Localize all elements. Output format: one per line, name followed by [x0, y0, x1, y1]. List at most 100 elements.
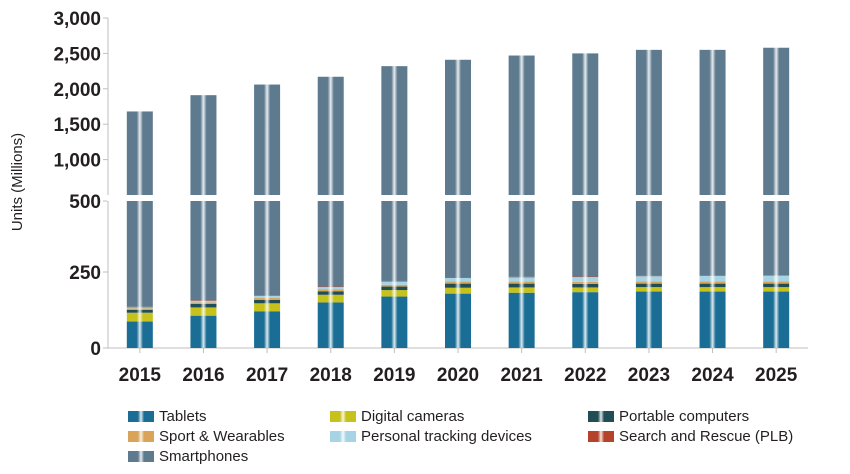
- legend-swatch: [128, 451, 154, 462]
- bar-segment-portable-computers: [126, 309, 153, 313]
- bar-segment-tablets: [381, 296, 408, 348]
- legend-item-smartphones: Smartphones: [128, 448, 248, 465]
- x-tick-label: 2023: [628, 365, 670, 386]
- bar-stack-2024: [698, 49, 727, 348]
- bar-segment-smartphones: [381, 66, 408, 281]
- legend-item-personal-tracking-devices: Personal tracking devices: [330, 428, 532, 445]
- bar-segment-sport-wearables: [699, 281, 726, 284]
- axis-break-gap: [634, 195, 663, 201]
- bar-segment-tablets: [572, 292, 599, 348]
- legend-label: Tablets: [159, 408, 207, 425]
- axis-break-gap: [316, 195, 345, 201]
- y-tick-label: 2,000: [53, 80, 101, 101]
- bar-segment-portable-computers: [254, 299, 281, 304]
- bar-segment-search-and-rescue-plb-: [763, 275, 790, 276]
- bar-segment-tablets: [317, 302, 344, 348]
- bar-segment-personal-tracking-devices: [126, 307, 153, 309]
- bar-segment-sport-wearables: [317, 289, 344, 292]
- legend-item-portable-computers: Portable computers: [588, 408, 749, 425]
- bar-stack-2020: [444, 59, 472, 348]
- bar-segment-search-and-rescue-plb-: [126, 306, 153, 308]
- legend-label: Portable computers: [619, 408, 749, 425]
- x-tick-label: 2016: [182, 365, 224, 386]
- bar-segment-sport-wearables: [381, 284, 408, 287]
- bar-segment-search-and-rescue-plb-: [317, 286, 344, 288]
- bar-segment-search-and-rescue-plb-: [508, 276, 535, 278]
- legend-label: Sport & Wearables: [159, 428, 285, 445]
- bar-segment-digital-cameras: [254, 303, 281, 312]
- x-tick-label: 2022: [564, 365, 606, 386]
- legend-swatch: [330, 431, 356, 442]
- bar-stack-2017: [253, 84, 282, 348]
- bar-segment-portable-computers: [381, 286, 408, 291]
- y-axis-label: Units (Millions): [9, 133, 26, 231]
- legend-item-digital-cameras: Digital cameras: [330, 408, 464, 425]
- x-tick-label: 2021: [500, 365, 543, 386]
- legend-item-sport-wearables: Sport & Wearables: [128, 428, 285, 445]
- bar-segment-personal-tracking-devices: [445, 277, 471, 282]
- y-tick-label: 0: [90, 339, 101, 360]
- bar-segment-smartphones: [317, 76, 344, 287]
- y-tick-label: 1,500: [53, 115, 101, 136]
- bar-segment-sport-wearables: [445, 281, 471, 284]
- legend-swatch: [588, 431, 614, 442]
- bar-segment-sport-wearables: [126, 308, 153, 310]
- bar-segment-search-and-rescue-plb-: [445, 277, 471, 278]
- axis-break-gap: [444, 195, 472, 201]
- bar-segment-search-and-rescue-plb-: [572, 276, 599, 278]
- bar-segment-search-and-rescue-plb-: [381, 280, 408, 282]
- bar-segment-smartphones: [126, 111, 153, 307]
- bar-segment-search-and-rescue-plb-: [254, 295, 281, 296]
- bar-segment-digital-cameras: [635, 287, 662, 292]
- bar-segment-personal-tracking-devices: [508, 277, 535, 282]
- legend-label: Personal tracking devices: [361, 428, 532, 445]
- bar-stack-2016: [189, 95, 218, 348]
- bar-segment-tablets: [699, 291, 726, 348]
- bar-segment-smartphones: [635, 49, 662, 276]
- bar-segment-digital-cameras: [763, 287, 790, 292]
- axis-break-gap: [762, 195, 791, 201]
- bar-segment-digital-cameras: [445, 287, 471, 294]
- bar-segment-digital-cameras: [381, 290, 408, 297]
- bar-segment-search-and-rescue-plb-: [190, 300, 217, 301]
- bar-segment-portable-computers: [572, 283, 599, 288]
- bar-segment-digital-cameras: [190, 307, 217, 316]
- legend-item-tablets: Tablets: [128, 408, 207, 425]
- bar-segment-personal-tracking-devices: [190, 300, 217, 303]
- bar-segment-tablets: [445, 293, 471, 348]
- bar-segment-search-and-rescue-plb-: [699, 275, 726, 276]
- bar-segment-portable-computers: [190, 303, 217, 308]
- axis-break-gap: [507, 195, 536, 201]
- legend-swatch: [128, 431, 154, 442]
- y-tick-label: 2,500: [53, 44, 101, 65]
- bar-segment-portable-computers: [445, 283, 471, 288]
- bar-segment-personal-tracking-devices: [381, 281, 408, 285]
- bar-segment-smartphones: [445, 59, 471, 278]
- bar-segment-digital-cameras: [699, 287, 726, 292]
- bar-segment-portable-computers: [763, 283, 790, 288]
- bar-stack-2015: [125, 111, 154, 348]
- x-tick-label: 2020: [437, 365, 479, 386]
- bar-segment-personal-tracking-devices: [572, 276, 599, 282]
- x-tick-label: 2019: [373, 365, 415, 386]
- bar-segment-sport-wearables: [572, 281, 599, 284]
- bar-stack-2023: [634, 49, 663, 348]
- bar-segment-sport-wearables: [635, 281, 662, 284]
- bar-stack-2021: [507, 55, 536, 348]
- bar-segment-tablets: [508, 292, 535, 348]
- legend-swatch: [128, 411, 154, 422]
- y-tick-label: 3,000: [53, 9, 101, 30]
- bar-segment-digital-cameras: [126, 312, 153, 322]
- axis-break-gap: [125, 195, 154, 201]
- bar-segment-tablets: [190, 315, 217, 348]
- axis-break-gap: [698, 195, 727, 201]
- bar-stack-2019: [380, 66, 409, 348]
- axis-break-gap: [380, 195, 409, 201]
- bar-segment-personal-tracking-devices: [254, 295, 281, 299]
- x-tick-label: 2018: [310, 365, 352, 386]
- bar-segment-tablets: [126, 321, 153, 348]
- bar-segment-digital-cameras: [317, 294, 344, 303]
- y-tick-label: 500: [69, 192, 101, 213]
- bar-segment-smartphones: [572, 53, 599, 277]
